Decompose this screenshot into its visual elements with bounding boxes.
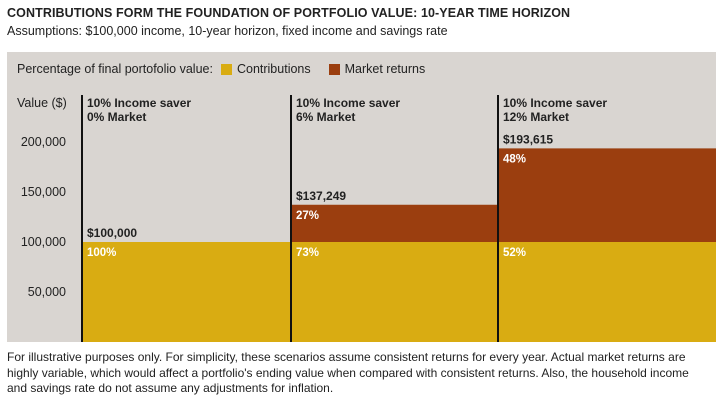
bar-market-returns — [498, 148, 716, 242]
total-value-label: $137,249 — [296, 189, 346, 203]
legend-item-contributions: Contributions — [213, 62, 311, 76]
y-tick-label: 200,000 — [21, 135, 66, 149]
legend: Percentage of final portofolio value: Co… — [17, 62, 425, 76]
y-tick-label: 50,000 — [28, 285, 66, 299]
total-value-label: $100,000 — [87, 226, 137, 240]
category-label-line1: 10% Income saver — [503, 96, 607, 110]
total-value-label: $193,615 — [503, 132, 553, 146]
chart-title: CONTRIBUTIONS FORM THE FOUNDATION OF POR… — [7, 6, 571, 20]
category-label-line2: 12% Market — [503, 110, 569, 124]
y-tick-label: 100,000 — [21, 235, 66, 249]
legend-title: Percentage of final portofolio value: — [17, 62, 213, 76]
legend-label-contributions: Contributions — [236, 62, 311, 76]
chart-subtitle: Assumptions: $100,000 income, 10-year ho… — [7, 24, 448, 38]
legend-item-market-returns: Market returns — [321, 62, 426, 76]
legend-swatch-contributions — [220, 63, 232, 75]
y-axis-label: Value ($) — [17, 96, 67, 110]
category-label-line2: 0% Market — [87, 110, 146, 124]
bar-contributions — [291, 242, 498, 342]
bar-contributions — [498, 242, 716, 342]
stacked-bar-chart: Value ($) 50,000 100,000 150,000 200,000 100%… — [17, 95, 716, 342]
legend-label-market-returns: Market returns — [344, 62, 426, 76]
footnote: For illustrative purposes only. For simp… — [7, 350, 689, 395]
category-label-line1: 10% Income saver — [87, 96, 191, 110]
data-label-market-returns-pct: 48% — [503, 153, 526, 165]
category-label-line2: 6% Market — [296, 110, 355, 124]
legend-swatch-market-returns — [328, 63, 340, 75]
y-tick-label: 150,000 — [21, 185, 66, 199]
bar-contributions — [82, 242, 291, 342]
data-label-contributions-pct: 100% — [87, 247, 116, 259]
data-label-contributions-pct: 73% — [296, 247, 319, 259]
data-label-contributions-pct: 52% — [503, 247, 526, 259]
category-label-line1: 10% Income saver — [296, 96, 400, 110]
bar-market-returns — [291, 204, 498, 242]
data-label-market-returns-pct: 27% — [296, 210, 319, 222]
